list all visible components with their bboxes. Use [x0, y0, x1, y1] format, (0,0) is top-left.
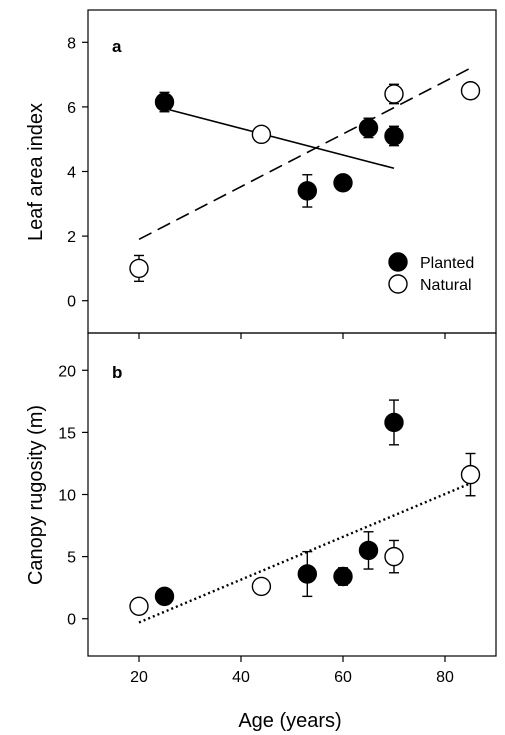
panel-b-point-planted — [154, 586, 175, 607]
panel-b-point-natural — [129, 596, 149, 617]
panel-a-y-tick-label: 6 — [67, 100, 76, 117]
panel-a-y-tick-label: 0 — [67, 294, 76, 311]
panel-a-y-axis-title: Leaf area index — [25, 103, 47, 241]
panel-b-y-tick-label: 10 — [58, 488, 76, 505]
panel-b-point-natural — [384, 546, 404, 567]
x-tick-label: 40 — [232, 669, 250, 686]
panel-b-frame — [87, 332, 497, 657]
x-tick-label: 60 — [334, 669, 352, 686]
panel-a-point-natural — [460, 81, 481, 101]
panel-a-y-tick-label: 8 — [67, 35, 76, 52]
legend: Planted Natural — [388, 252, 474, 294]
panel-a-fit-line-natural — [138, 67, 471, 241]
legend-label-planted: Planted — [420, 255, 474, 272]
panel-b-point-planted — [358, 540, 379, 561]
panel-b-point-planted — [333, 566, 353, 587]
panel-a-point-planted — [358, 118, 379, 138]
panel-a-point-planted — [297, 181, 317, 201]
x-tick-label: 20 — [130, 669, 148, 686]
panel-b-y-axis-title: Canopy rugosity (m) — [25, 405, 47, 585]
x-tick-label: 80 — [436, 669, 454, 686]
legend-marker-natural — [388, 274, 408, 294]
panel-a-y-tick-label: 4 — [67, 165, 76, 182]
panel-b-y-tick-label: 20 — [58, 363, 76, 380]
x-axis-title: Age (years) — [238, 710, 341, 732]
panel-a-y-tick-label: 2 — [67, 229, 76, 246]
panel-a-label: a — [112, 37, 122, 56]
panel-b-y-tick-label: 15 — [58, 425, 76, 442]
panel-b-point-natural — [460, 464, 481, 485]
legend-label-natural: Natural — [420, 277, 472, 294]
panel-b-label: b — [112, 363, 122, 382]
legend-marker-planted — [388, 252, 408, 272]
panel-b-point-natural — [251, 576, 272, 597]
panel-a-fit-line-planted — [164, 107, 395, 170]
panel-a-point-natural — [384, 84, 404, 104]
panel-b-point-planted — [297, 564, 317, 584]
panel-a-point-planted — [154, 92, 175, 112]
panel-b-y-tick-label: 0 — [67, 612, 76, 629]
panel-a-point-natural — [129, 258, 149, 279]
panel-a-point-planted — [333, 173, 353, 193]
panel-a-point-planted — [384, 126, 404, 146]
panel-a-point-natural — [251, 124, 272, 145]
panel-b-fit-line — [138, 482, 471, 624]
panel-b-point-planted — [384, 412, 404, 433]
panel-b-y-tick-label: 5 — [67, 550, 76, 567]
